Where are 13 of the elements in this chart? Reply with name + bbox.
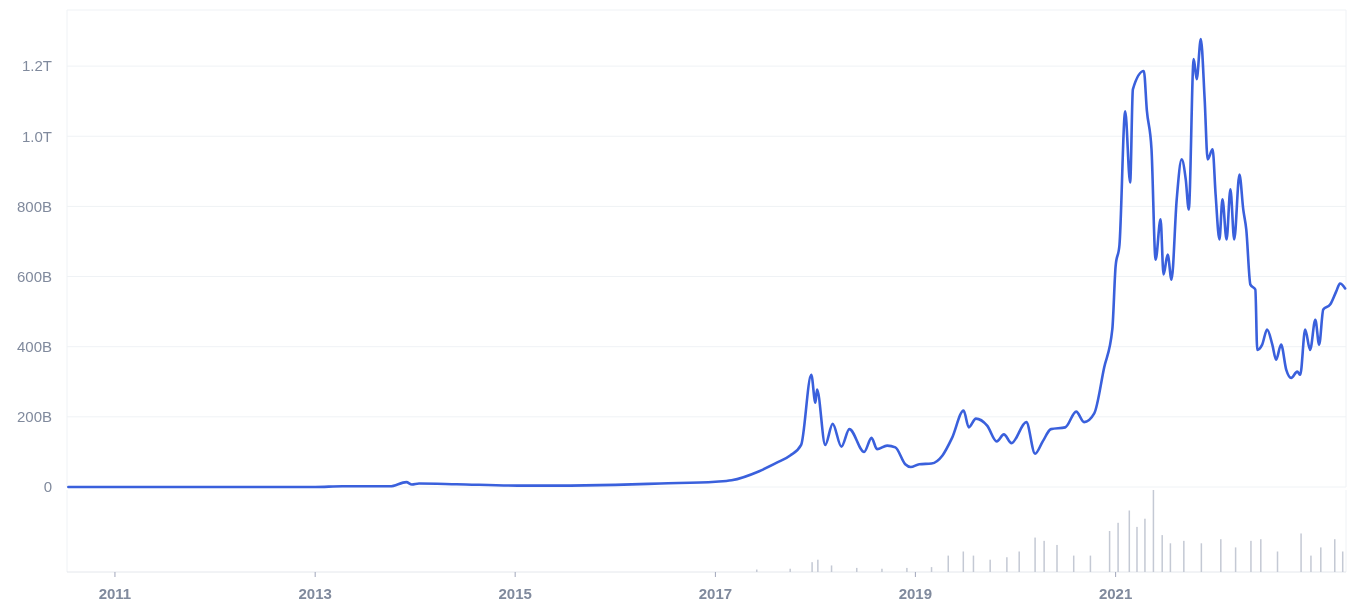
y-tick-label: 1.2T (21, 57, 52, 75)
y-tick-label: 800B (16, 197, 52, 215)
x-tick-label: 2019 (898, 585, 933, 602)
y-tick-label: 400B (16, 337, 52, 355)
x-tick-label: 2011 (98, 585, 132, 602)
y-tick-label: 1.0T (21, 127, 52, 145)
y-tick-label: 0 (43, 478, 52, 496)
y-tick-label: 200B (16, 408, 52, 426)
y-tick-label: 600B (16, 267, 52, 285)
x-tick-label: 2017 (698, 585, 733, 602)
x-tick-label: 2013 (298, 585, 332, 602)
x-tick-label: 2015 (498, 585, 532, 602)
x-tick-label: 2021 (1098, 585, 1133, 602)
